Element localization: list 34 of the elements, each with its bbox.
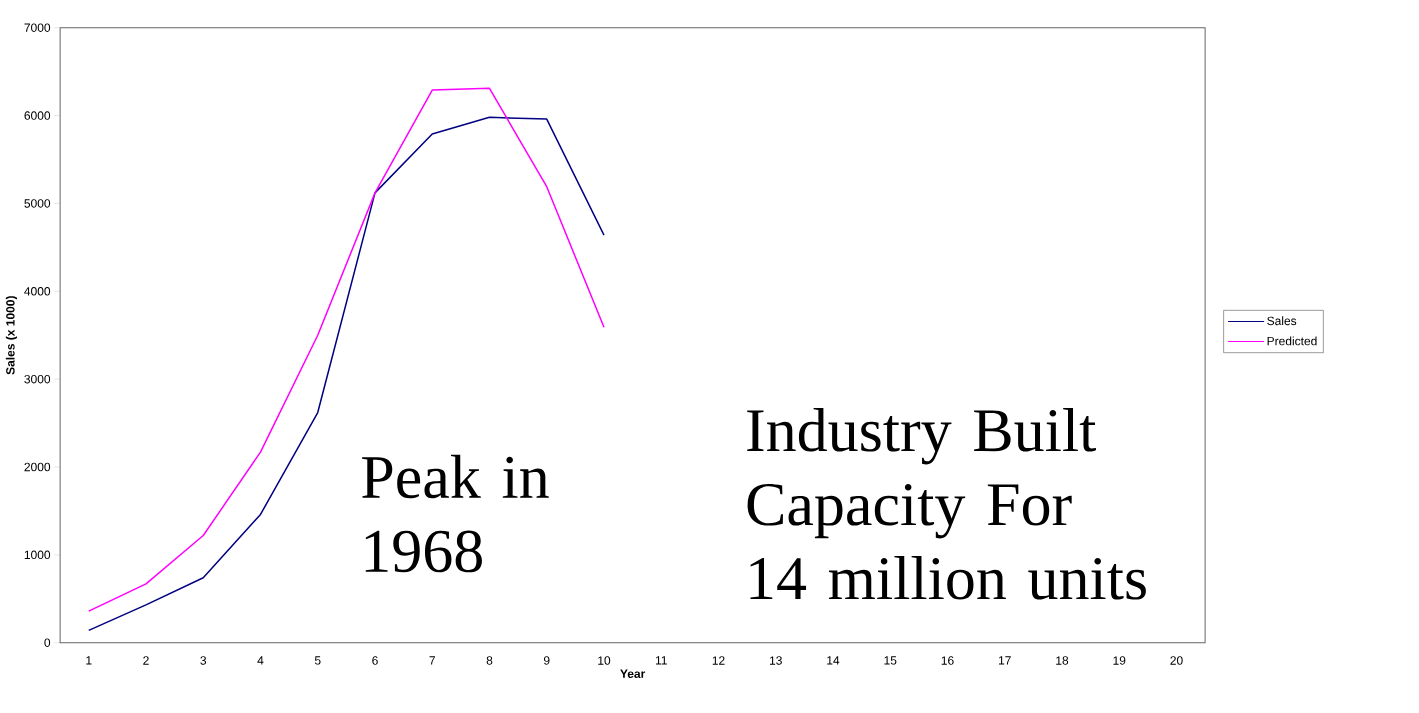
y-tick-label: 5000 — [24, 199, 51, 208]
annotation: Industry Built Capacity For 14 million units — [747, 407, 1146, 600]
y-tick-label: 3000 — [24, 374, 51, 384]
x-tick-label: 18 — [1056, 656, 1069, 665]
x-tick-label: 1 — [86, 656, 92, 665]
x-tick-label: 3 — [200, 656, 207, 665]
x-tick-label: 10 — [598, 656, 611, 665]
x-tick-label: 19 — [1113, 656, 1126, 665]
x-tick-label: 11 — [655, 656, 667, 665]
y-tick-label: 4000 — [24, 287, 51, 296]
y-tick-label: 1000 — [24, 550, 51, 560]
x-tick-label: 15 — [884, 656, 897, 665]
legend-label: Predicted — [1267, 336, 1317, 346]
x-tick-label: 4 — [257, 656, 264, 665]
y-tick-label: 0 — [44, 638, 51, 647]
x-tick-label: 6 — [372, 656, 378, 665]
x-axis-title: Year — [620, 669, 646, 678]
x-tick-label: 12 — [712, 656, 725, 665]
x-tick-label: 14 — [827, 656, 840, 665]
x-tick-label: 2 — [143, 656, 149, 665]
x-tick-label: 13 — [769, 656, 782, 665]
annotation: Peak in 1968 — [362, 454, 549, 573]
x-tick-label: 16 — [941, 656, 954, 665]
x-tick-label: 8 — [486, 656, 493, 665]
x-tick-label: 20 — [1170, 656, 1183, 665]
x-tick-label: 9 — [543, 656, 550, 665]
y-tick-label: 7000 — [24, 23, 51, 32]
x-tick-label: 7 — [429, 656, 435, 665]
x-tick-label: 17 — [998, 656, 1011, 665]
legend-label: Sales — [1267, 316, 1297, 326]
y-tick-label: 6000 — [24, 111, 51, 120]
x-tick-label: 5 — [314, 656, 321, 665]
y-axis-title: Sales (x 1000) — [5, 296, 18, 375]
y-tick-label: 2000 — [24, 462, 51, 472]
